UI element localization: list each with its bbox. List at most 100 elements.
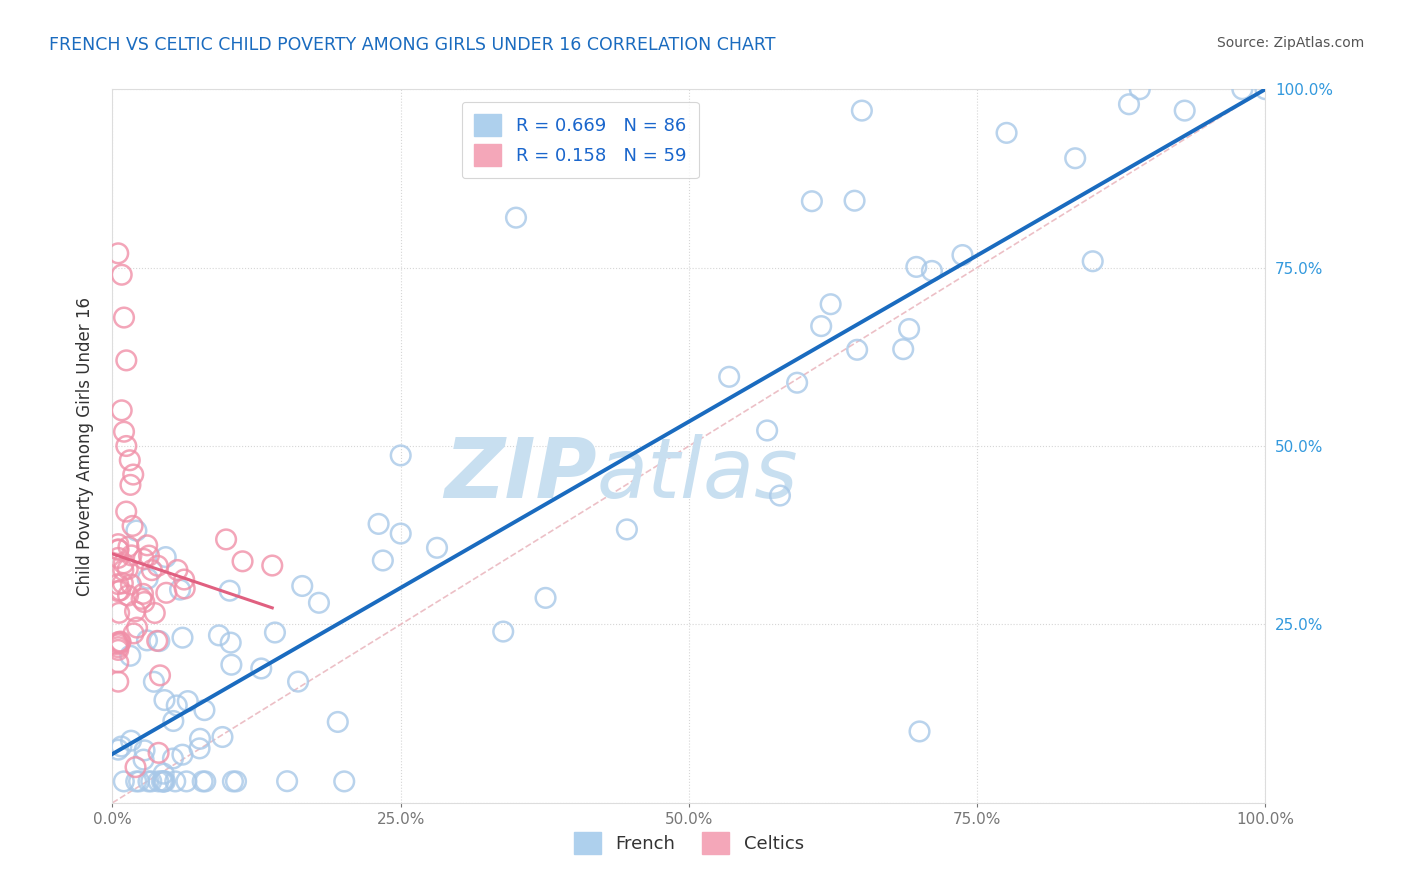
Point xyxy=(193,703,215,717)
Point xyxy=(851,103,873,118)
Point xyxy=(169,582,191,597)
Point xyxy=(153,774,176,789)
Point xyxy=(389,526,412,541)
Point xyxy=(120,577,142,591)
Point xyxy=(115,353,138,368)
Point xyxy=(152,774,174,789)
Text: Source: ZipAtlas.com: Source: ZipAtlas.com xyxy=(1216,36,1364,50)
Y-axis label: Child Poverty Among Girls Under 16: Child Poverty Among Girls Under 16 xyxy=(76,296,94,596)
Point xyxy=(188,731,211,746)
Point xyxy=(107,577,129,591)
Point xyxy=(153,693,176,707)
Point xyxy=(218,583,240,598)
Point xyxy=(110,635,132,649)
Point xyxy=(141,774,163,789)
Point xyxy=(952,248,974,262)
Point xyxy=(1081,254,1104,268)
Text: FRENCH VS CELTIC CHILD POVERTY AMONG GIRLS UNDER 16 CORRELATION CHART: FRENCH VS CELTIC CHILD POVERTY AMONG GIR… xyxy=(49,36,776,54)
Point xyxy=(107,584,129,599)
Legend: French, Celtics: French, Celtics xyxy=(562,822,815,865)
Point xyxy=(124,604,146,618)
Point xyxy=(333,774,356,789)
Point xyxy=(110,739,132,754)
Point xyxy=(125,774,148,789)
Point xyxy=(148,746,170,760)
Point xyxy=(149,668,172,682)
Point xyxy=(820,297,842,311)
Point xyxy=(908,724,931,739)
Point xyxy=(150,774,173,789)
Point xyxy=(107,542,129,557)
Point xyxy=(118,453,141,467)
Point xyxy=(120,648,142,663)
Point xyxy=(107,637,129,651)
Point xyxy=(844,194,866,208)
Point xyxy=(124,760,146,774)
Point xyxy=(131,591,153,606)
Point xyxy=(107,635,129,649)
Point xyxy=(1064,151,1087,165)
Point xyxy=(117,540,139,554)
Point xyxy=(177,694,200,708)
Point xyxy=(891,342,914,356)
Point xyxy=(146,633,169,648)
Point xyxy=(287,674,309,689)
Point xyxy=(111,268,134,282)
Point xyxy=(136,633,159,648)
Point xyxy=(221,657,243,672)
Point xyxy=(136,572,159,586)
Point xyxy=(121,519,143,533)
Point xyxy=(120,478,142,492)
Point xyxy=(222,774,245,789)
Point xyxy=(264,625,287,640)
Point xyxy=(389,449,412,463)
Point xyxy=(112,557,135,571)
Text: ZIP: ZIP xyxy=(444,434,596,515)
Point xyxy=(810,319,832,334)
Point xyxy=(143,606,166,620)
Point xyxy=(173,573,195,587)
Point xyxy=(132,753,155,767)
Point xyxy=(905,260,928,274)
Point xyxy=(152,774,174,789)
Point xyxy=(166,563,188,577)
Point xyxy=(276,774,298,789)
Point xyxy=(846,343,869,357)
Point xyxy=(1232,82,1254,96)
Point xyxy=(162,751,184,765)
Point xyxy=(250,661,273,675)
Point xyxy=(107,643,129,657)
Point xyxy=(107,550,129,565)
Point xyxy=(262,558,284,573)
Point xyxy=(208,628,231,642)
Point xyxy=(194,774,217,789)
Point xyxy=(995,126,1018,140)
Point xyxy=(152,766,174,780)
Point xyxy=(107,640,129,655)
Point xyxy=(136,538,159,552)
Point xyxy=(125,621,148,635)
Point xyxy=(112,774,135,789)
Point xyxy=(148,774,170,789)
Point xyxy=(219,635,242,649)
Point xyxy=(921,264,943,278)
Point xyxy=(110,634,132,648)
Point xyxy=(367,516,389,531)
Point xyxy=(616,523,638,537)
Point xyxy=(534,591,557,605)
Point xyxy=(786,376,808,390)
Point xyxy=(326,714,349,729)
Point xyxy=(141,563,163,577)
Point xyxy=(112,425,135,439)
Point xyxy=(211,730,233,744)
Point xyxy=(120,733,142,747)
Point xyxy=(426,541,449,555)
Point xyxy=(107,246,129,260)
Point xyxy=(132,552,155,566)
Point xyxy=(107,742,129,756)
Point xyxy=(134,743,156,757)
Point xyxy=(492,624,515,639)
Point xyxy=(125,524,148,538)
Point xyxy=(756,424,779,438)
Point xyxy=(155,550,177,565)
